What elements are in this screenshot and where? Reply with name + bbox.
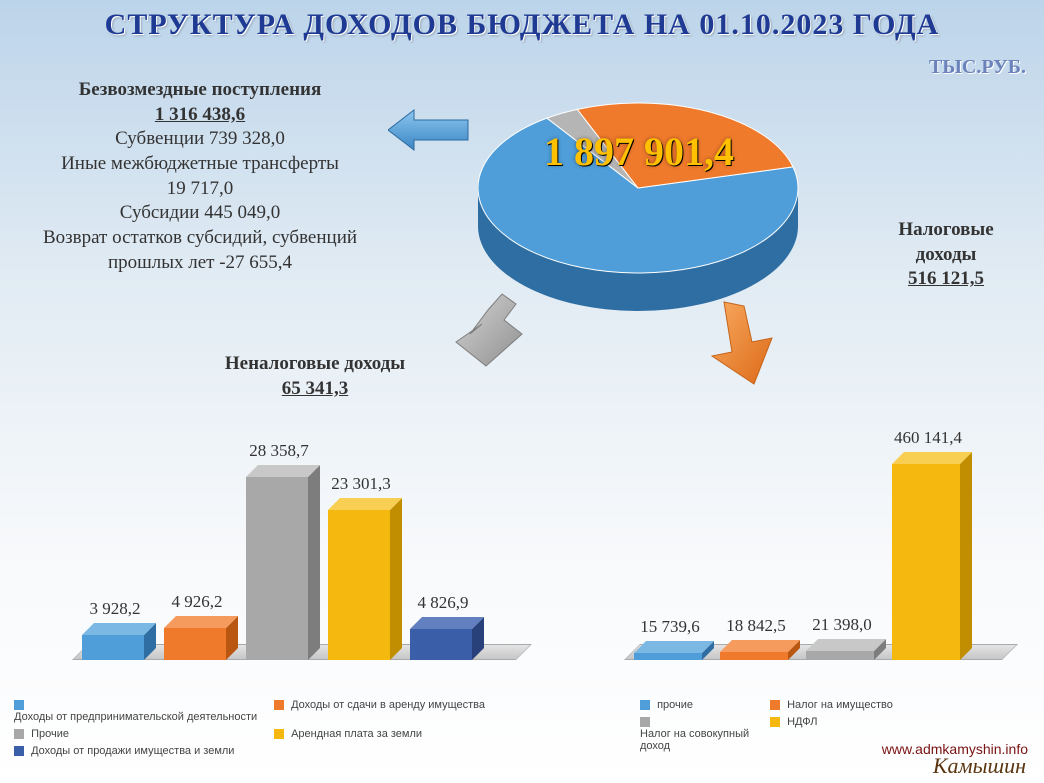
unit-label: ТЫС.РУБ.	[929, 56, 1026, 79]
legend-item: Доходы от предпринимательской деятельнос…	[14, 699, 274, 723]
bar-value-label: 23 301,3	[320, 474, 402, 494]
signature: Камышин	[933, 753, 1026, 779]
bar-value-label: 18 842,5	[712, 616, 800, 636]
arrow-orange-icon	[710, 300, 774, 386]
grants-line: Субвенции 739 328,0	[0, 127, 400, 152]
bar	[634, 641, 714, 660]
legend-swatch	[770, 717, 780, 727]
tax-block: Налоговые доходы 516 121,5	[856, 218, 1036, 292]
legend-swatch	[640, 700, 650, 710]
grants-line: Возврат остатков субсидий, субвенций	[0, 226, 400, 251]
legend-text: Доходы от сдачи в аренду имущества	[291, 699, 485, 711]
legend-swatch	[14, 700, 24, 710]
bar	[328, 498, 402, 660]
grants-title: Безвозмездные поступления	[0, 78, 400, 103]
legend-text: Налог на имущество	[787, 699, 893, 711]
legend-item: Доходы от продажи имущества и земли	[14, 745, 274, 757]
grants-value: 1 316 438,6	[0, 103, 400, 128]
legend-swatch	[14, 729, 24, 739]
arrow-gray-icon	[452, 290, 524, 370]
legend-text: Арендная плата за земли	[291, 728, 422, 740]
page-title: СТРУКТУРА ДОХОДОВ БЮДЖЕТА НА 01.10.2023 …	[0, 8, 1044, 42]
legend-swatch	[770, 700, 780, 710]
bar-value-label: 21 398,0	[798, 615, 886, 635]
grants-line: Субсидии 445 049,0	[0, 201, 400, 226]
tax-value: 516 121,5	[856, 267, 1036, 292]
legend-swatch	[14, 746, 24, 756]
grants-block: Безвозмездные поступления 1 316 438,6 Су…	[0, 78, 400, 276]
tax-title: Налоговые	[856, 218, 1036, 243]
tax-bar-chart: 15 739,6 18 842,5 21 398,0 460 141,4	[624, 420, 1004, 660]
grants-line: прошлых лет -27 655,4	[0, 251, 400, 276]
bar-value-label: 4 926,2	[156, 592, 238, 612]
bar	[82, 623, 156, 660]
legend-text: Прочие	[31, 728, 69, 740]
nontax-legend: Доходы от предпринимательской деятельнос…	[14, 694, 534, 762]
legend-item: Арендная плата за земли	[274, 728, 504, 740]
legend-text: Налог на совокупный доход	[640, 728, 770, 752]
nontax-block: Неналоговые доходы 65 341,3	[170, 352, 460, 401]
bar	[164, 616, 238, 660]
legend-swatch	[274, 700, 284, 710]
legend-item: Налог на совокупный доход	[640, 716, 770, 752]
nontax-value: 65 341,3	[170, 377, 460, 402]
grants-line: Иные межбюджетные трансферты	[0, 152, 400, 177]
bar-value-label: 460 141,4	[884, 428, 972, 448]
arrow-blue-icon	[388, 108, 470, 152]
bar	[806, 639, 886, 660]
grants-line: 19 717,0	[0, 177, 400, 202]
legend-swatch	[640, 717, 650, 727]
bar-value-label: 3 928,2	[74, 599, 156, 619]
bar-value-label: 28 358,7	[238, 441, 320, 461]
legend-swatch	[274, 729, 284, 739]
legend-item: НДФЛ	[770, 716, 900, 728]
bar	[410, 617, 484, 660]
nontax-bar-chart: 3 928,2 4 926,2 28 358,7 23 301,3 4 826,…	[72, 420, 512, 660]
legend-item: Налог на имущество	[770, 699, 900, 711]
tax-title2: доходы	[856, 243, 1036, 268]
bar	[720, 640, 800, 660]
legend-item: Прочие	[14, 728, 274, 740]
bar-value-label: 15 739,6	[626, 617, 714, 637]
bar-value-label: 4 826,9	[402, 593, 484, 613]
bar	[892, 452, 972, 660]
legend-text: прочие	[657, 699, 693, 711]
legend-item: прочие	[640, 699, 770, 711]
nontax-title: Неналоговые доходы	[170, 352, 460, 377]
bar	[246, 465, 320, 660]
legend-text: Доходы от предпринимательской деятельнос…	[14, 711, 257, 723]
pie-total: 1 897 901,4	[480, 128, 798, 175]
legend-item: Доходы от сдачи в аренду имущества	[274, 699, 504, 711]
legend-text: НДФЛ	[787, 716, 817, 728]
legend-text: Доходы от продажи имущества и земли	[31, 745, 234, 757]
